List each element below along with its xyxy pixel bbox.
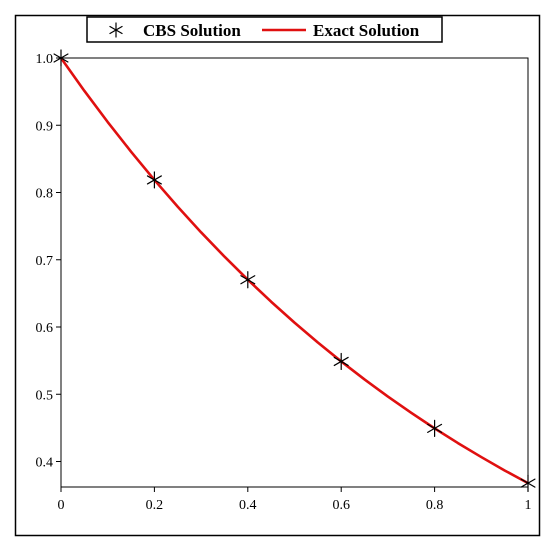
- asterisk-ray: [109, 29, 117, 35]
- asterisk-ray: [247, 275, 256, 281]
- legend-cbs-marker: [109, 22, 123, 38]
- asterisk-ray: [427, 427, 436, 433]
- asterisk-ray: [109, 25, 117, 31]
- asterisk-ray: [53, 53, 62, 59]
- cbs-solution-point: [53, 49, 69, 67]
- asterisk-ray: [146, 175, 155, 181]
- asterisk-ray: [333, 356, 342, 363]
- legend-cbs-label: CBS Solution: [143, 21, 241, 40]
- x-tick-label: 0.4: [239, 498, 257, 513]
- asterisk-ray: [520, 478, 529, 484]
- y-tick-label: 0.5: [36, 388, 54, 403]
- asterisk-ray: [115, 29, 123, 35]
- legend-exact-label: Exact Solution: [313, 21, 420, 40]
- y-tick-label: 0.6: [36, 321, 54, 336]
- asterisk-ray: [520, 482, 529, 488]
- asterisk-ray: [333, 360, 342, 367]
- cbs-solution-point: [427, 419, 443, 437]
- asterisk-ray: [340, 356, 349, 363]
- asterisk-ray: [434, 427, 443, 433]
- asterisk-ray: [146, 179, 155, 185]
- exact-solution-line: [59, 57, 529, 485]
- asterisk-ray: [434, 423, 443, 429]
- cbs-solution-point: [333, 352, 349, 371]
- x-tick-label: 0.8: [426, 498, 444, 513]
- asterisk-ray: [240, 279, 249, 285]
- outer-frame: [14, 14, 541, 537]
- x-tick-label: 0.6: [332, 498, 350, 513]
- asterisk-ray: [527, 482, 536, 488]
- cbs-solution-point: [146, 171, 162, 189]
- asterisk-ray: [527, 478, 536, 484]
- y-tick-label: 0.4: [36, 456, 54, 471]
- asterisk-ray: [340, 360, 349, 367]
- asterisk-ray: [153, 175, 162, 181]
- asterisk-ray: [115, 25, 123, 31]
- asterisk-ray: [60, 53, 69, 59]
- asterisk-ray: [53, 57, 62, 63]
- y-tick-label: 0.9: [36, 119, 54, 134]
- cbs-solution-point: [240, 271, 256, 289]
- asterisk-ray: [427, 423, 436, 429]
- y-tick-label: 0.7: [36, 254, 54, 269]
- x-tick-label: 0: [58, 498, 65, 513]
- asterisk-ray: [240, 275, 249, 281]
- y-tick-label: 0.8: [36, 187, 54, 202]
- plot-area-border: [60, 57, 529, 488]
- x-tick-label: 0.2: [146, 498, 164, 513]
- asterisk-ray: [153, 179, 162, 185]
- asterisk-ray: [60, 57, 69, 63]
- y-tick-label: 1.0: [36, 52, 54, 67]
- asterisk-ray: [247, 279, 256, 285]
- x-tick-label: 1: [525, 498, 532, 513]
